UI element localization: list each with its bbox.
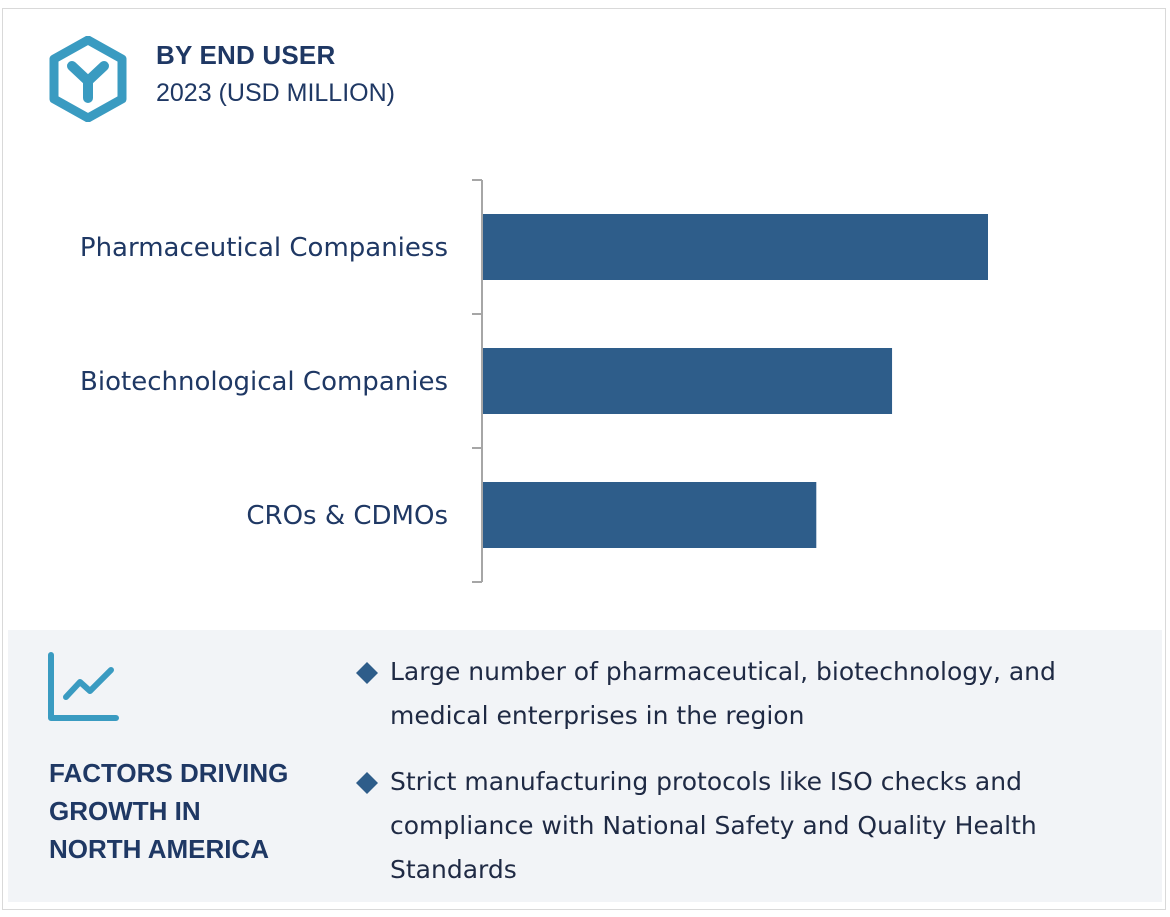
category-label: Pharmaceutical Companiess (80, 233, 448, 263)
diamond-bullet-icon (356, 662, 378, 684)
factor-text: Strict manufacturing protocols like ISO … (390, 767, 1037, 884)
category-label: Biotechnological Companies (80, 367, 448, 397)
bar-2 (483, 348, 893, 414)
factors-list: Large number of pharmaceutical, biotechn… (356, 650, 1116, 914)
factors-title-line: FACTORS DRIVING (49, 758, 289, 788)
factor-text: Large number of pharmaceutical, biotechn… (390, 657, 1056, 730)
trend-chart-icon (48, 652, 119, 721)
bar-chart: Pharmaceutical Companiess Biotechnologica… (80, 179, 988, 583)
bar-3 (483, 482, 817, 548)
factors-title: FACTORS DRIVING GROWTH IN NORTH AMERICA (49, 754, 319, 868)
factors-panel (8, 630, 1162, 902)
chart-subtitle: 2023 (USD MILLION) (156, 79, 395, 107)
factors-title-line: GROWTH IN (49, 796, 201, 826)
hexagon-y-icon (49, 36, 127, 122)
factors-title-line: NORTH AMERICA (49, 834, 270, 864)
category-label: CROs & CDMOs (246, 501, 448, 531)
chart-title: BY END USER (156, 40, 336, 70)
factor-item: Large number of pharmaceutical, biotechn… (356, 650, 1116, 738)
bar-1 (483, 214, 988, 280)
diamond-bullet-icon (356, 772, 378, 794)
factor-item: Strict manufacturing protocols like ISO … (356, 760, 1116, 892)
